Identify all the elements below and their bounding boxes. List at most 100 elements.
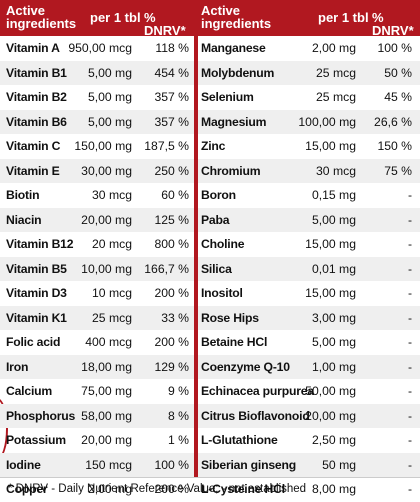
footnote: * DNRV - Daily Nutrient Reference Value;… [0, 477, 420, 500]
amount-per-tbl: 30 mcg [316, 163, 356, 178]
amount-per-tbl: 58,00 mg [81, 408, 132, 423]
amount-per-tbl: 150 mcg [85, 457, 132, 472]
dnrv-percent: 8 % [167, 408, 189, 423]
dnrv-percent: - [407, 310, 412, 325]
table-row: Chromium 30 mcg 75 % [198, 158, 420, 183]
ingredient-name: Folic acid [6, 335, 61, 349]
ingredient-name: Vitamin K1 [6, 310, 67, 325]
dnrv-percent: 357 % [154, 90, 189, 104]
ingredients-table-left: Active ingredients per 1 tbl % DNRV* Vit… [0, 0, 194, 502]
amount-per-tbl: 18,00 mg [81, 359, 132, 374]
table-row: Magnesium 100,00 mg 26,6 % [198, 109, 420, 134]
amount-per-tbl: 0,15 mg [311, 188, 356, 202]
ingredient-name: Biotin [6, 188, 40, 202]
amount-per-tbl: 400 mcg [85, 335, 132, 349]
table-row: Iron 18,00 mg 129 % [0, 354, 194, 379]
table-row: Folic acid 400 mcg 200 % [0, 330, 194, 355]
amount-per-tbl: 50,00 mg [305, 384, 356, 398]
amount-per-tbl: 950,00 mcg [68, 41, 132, 55]
ingredients-table-right: Active ingredients per 1 tbl % DNRV* Man… [198, 0, 420, 502]
dnrv-percent: 125 % [154, 212, 189, 227]
dnrv-percent: 800 % [154, 237, 189, 251]
amount-per-tbl: 8,00 mg [311, 482, 356, 496]
ingredient-name: Vitamin E [6, 163, 60, 178]
dnrv-percent: 26,6 % [374, 114, 412, 129]
ingredient-name: Manganese [201, 41, 266, 55]
ingredient-name: Inositol [201, 286, 243, 300]
amount-per-tbl: 15,00 mg [305, 139, 356, 153]
dnrv-percent: - [407, 188, 412, 202]
amount-per-tbl: 5,00 mg [311, 335, 356, 349]
amount-per-tbl: 10,00 mg [81, 261, 132, 276]
dnrv-percent: - [407, 212, 412, 227]
dnrv-percent: 33 % [161, 310, 189, 325]
dnrv-percent: 187,5 % [144, 139, 189, 153]
header-ingredients: Active ingredients [201, 3, 272, 31]
header-dnrv: % DNRV* [144, 10, 186, 38]
table-row: L-Glutathione 2,50 mg - [198, 428, 420, 453]
amount-per-tbl: 20,00 mg [305, 408, 356, 423]
table-row: Vitamin E 30,00 mg 250 % [0, 158, 194, 183]
table-row: Molybdenum 25 mcg 50 % [198, 60, 420, 85]
ingredient-name: Phosphorus [6, 408, 76, 423]
ingredient-name: Coenzyme Q-10 [201, 359, 290, 374]
table-row: Niacin 20,00 mg 125 % [0, 207, 194, 232]
ingredient-name: Potassium [6, 433, 66, 447]
header-per-tbl: per 1 tbl [90, 10, 141, 25]
dnrv-percent: - [407, 482, 412, 496]
table-row: Vitamin B2 5,00 mg 357 % [0, 85, 194, 110]
ingredient-name: Vitamin B6 [6, 114, 67, 129]
ingredient-name: Calcium [6, 384, 53, 398]
ingredient-name: Zinc [201, 139, 226, 153]
table-row: Boron 0,15 mg - [198, 183, 420, 208]
amount-per-tbl: 5,00 mg [87, 90, 132, 104]
ingredient-name: Copper [6, 482, 48, 496]
table-row: Siberian ginseng 50 mg - [198, 452, 420, 477]
dnrv-percent: 60 % [161, 188, 189, 202]
amount-per-tbl: 15,00 mg [305, 286, 356, 300]
amount-per-tbl: 100,00 mg [298, 114, 356, 129]
amount-per-tbl: 20,00 mg [81, 212, 132, 227]
amount-per-tbl: 5,00 mg [87, 65, 132, 80]
table-row: Vitamin D3 10 mcg 200 % [0, 281, 194, 306]
table-body-left: Vitamin A 950,00 mcg 118 % Vitamin B1 5,00 m… [0, 36, 194, 502]
amount-per-tbl: 3,00 mg [311, 310, 356, 325]
table-row: Vitamin B12 20 mcg 800 % [0, 232, 194, 257]
ingredient-name: Chromium [201, 163, 261, 178]
table-row: Zinc 15,00 mg 150 % [198, 134, 420, 159]
ingredient-name: Siberian ginseng [201, 457, 296, 472]
dnrv-percent: - [407, 433, 412, 447]
table-row: Coenzyme Q-10 1,00 mg - [198, 354, 420, 379]
amount-per-tbl: 150,00 mg [74, 139, 132, 153]
ingredient-name: Echinacea purpurea [201, 384, 314, 398]
table-row: Potassium 20,00 mg 1 % [0, 428, 194, 453]
ingredient-name: Vitamin B2 [6, 90, 67, 104]
table-row: Echinacea purpurea 50,00 mg - [198, 379, 420, 404]
table-row: L-Cysteine HCl 8,00 mg - [198, 477, 420, 502]
amount-per-tbl: 5,00 mg [311, 212, 356, 227]
dnrv-percent: 200 % [154, 335, 189, 349]
ingredient-name: Magnesium [201, 114, 267, 129]
dnrv-percent: 45 % [384, 90, 412, 104]
ingredient-name: Molybdenum [201, 65, 275, 80]
dnrv-percent: 357 % [154, 114, 189, 129]
dnrv-percent: - [407, 335, 412, 349]
ingredient-name: Vitamin B1 [6, 65, 67, 80]
table-row: Vitamin C 150,00 mg 187,5 % [0, 134, 194, 159]
dnrv-percent: 454 % [154, 65, 189, 80]
amount-per-tbl: 20,00 mg [81, 433, 132, 447]
ingredient-name: Vitamin B5 [6, 261, 67, 276]
amount-per-tbl: 15,00 mg [305, 237, 356, 251]
table-row: Vitamin A 950,00 mcg 118 % [0, 36, 194, 61]
table-row: Copper 2,00 mg 200 % [0, 477, 194, 502]
header-per-tbl: per 1 tbl [318, 10, 369, 25]
dnrv-percent: - [407, 237, 412, 251]
amount-per-tbl: 25 mcg [316, 90, 356, 104]
amount-per-tbl: 2,00 mg [311, 41, 356, 55]
dnrv-percent: - [407, 457, 412, 472]
dnrv-percent: 118 % [155, 41, 189, 55]
table-row: Vitamin B1 5,00 mg 454 % [0, 60, 194, 85]
table-row: Silica 0,01 mg - [198, 256, 420, 281]
dnrv-percent: 1 % [167, 433, 189, 447]
ingredient-name: Iron [6, 359, 29, 374]
